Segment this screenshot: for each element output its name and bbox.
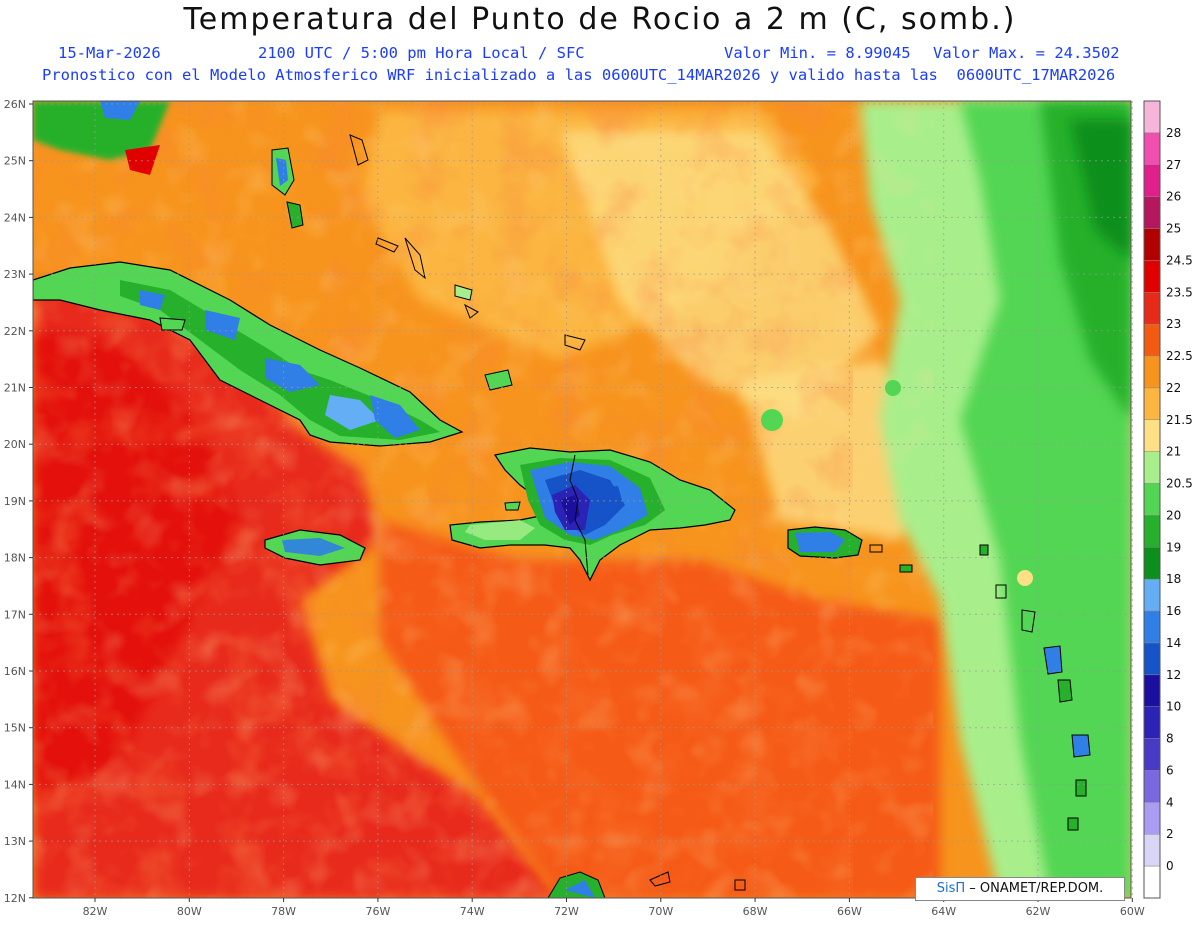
- lon-label: 68W: [743, 905, 768, 918]
- credit-box: SisΠ – ONAMET/REP.DOM.: [915, 877, 1125, 901]
- lat-label: 21N: [4, 382, 26, 395]
- graticule: [33, 101, 1133, 899]
- colorbar-swatch: [1143, 738, 1161, 771]
- colorbar-swatch: [1143, 578, 1161, 612]
- colorbar-label: 27: [1166, 158, 1181, 172]
- colorbar-label: 8: [1166, 732, 1174, 746]
- colorbar-swatch: [1143, 483, 1161, 516]
- lat-label: 15N: [4, 722, 26, 735]
- colorbar-label: 21: [1166, 445, 1181, 459]
- colorbar-label: 26: [1166, 190, 1181, 204]
- lat-label: 24N: [4, 211, 26, 224]
- colorbar-swatch: [1143, 547, 1161, 580]
- lat-label: 26N: [4, 98, 26, 111]
- colorbar-label: 25: [1166, 222, 1181, 236]
- colorbar-swatch: [1143, 164, 1161, 197]
- lon-label: 80W: [177, 905, 202, 918]
- colorbar-swatch: [1143, 706, 1161, 739]
- colorbar-label: 0: [1166, 859, 1174, 873]
- colorbar-swatch: [1143, 292, 1161, 325]
- lat-label: 17N: [4, 608, 26, 621]
- credit-brand: SisΠ: [936, 881, 966, 896]
- colorbar-label: 23: [1166, 317, 1181, 331]
- lat-label: 14N: [4, 778, 26, 791]
- colorbar-swatch: [1143, 674, 1161, 707]
- colorbar-label: 28: [1166, 126, 1181, 140]
- lon-label: 64W: [931, 905, 956, 918]
- lon-label: 78W: [271, 905, 296, 918]
- colorbar-label: 4: [1166, 795, 1174, 809]
- lat-label: 23N: [4, 268, 26, 281]
- lon-label: 76W: [365, 905, 390, 918]
- colorbar-swatch: [1143, 387, 1161, 421]
- colorbar-swatch: [1143, 355, 1161, 389]
- colorbar-label: 20: [1166, 508, 1181, 522]
- colorbar-label: 22.5: [1166, 349, 1193, 363]
- colorbar-swatch: [1143, 132, 1161, 166]
- colorbar-swatch: [1143, 196, 1161, 229]
- colorbar-swatch: [1143, 451, 1161, 484]
- lat-label: 20N: [4, 438, 26, 451]
- lat-label: 18N: [4, 552, 26, 565]
- lon-label: 70W: [648, 905, 673, 918]
- lat-label: 12N: [4, 892, 26, 905]
- lon-label: 62W: [1026, 905, 1051, 918]
- field-layer: [33, 101, 1131, 898]
- longitude-labels: 82W 80W 78W 76W 74W 72W 70W 68W 66W 64W 62W 60W: [83, 898, 1145, 918]
- colorbar-label: 21.5: [1166, 413, 1193, 427]
- model-info: Pronostico con el Modelo Atmosferico WRF…: [42, 66, 1116, 84]
- colorbar-label: 10: [1166, 700, 1181, 714]
- colorbar-swatch: [1143, 770, 1161, 803]
- colorbar-swatch: [1143, 419, 1161, 452]
- colorbar-swatch: [1143, 802, 1161, 835]
- colorbar-swatch: [1143, 610, 1161, 644]
- colorbar-label: 2: [1166, 827, 1174, 841]
- lon-label: 60W: [1120, 905, 1145, 918]
- colorbar-swatch: [1143, 228, 1161, 261]
- colorbar-swatch: [1143, 642, 1161, 676]
- colorbar-label: 6: [1166, 763, 1174, 777]
- lat-label: 16N: [4, 665, 26, 678]
- colorbar-label: 22: [1166, 381, 1181, 395]
- lat-label: 13N: [4, 835, 26, 848]
- forecast-date: 15-Mar-2026: [58, 44, 161, 62]
- colorbar-label: 24.5: [1166, 253, 1193, 267]
- colorbar-label: 18: [1166, 572, 1181, 586]
- latitude-labels: 26N 25N 24N 23N 22N 21N 20N 19N 18N 17N 16N 15N 14N 1…: [4, 98, 33, 905]
- colorbar-swatch: [1143, 833, 1161, 867]
- colorbar-swatch: [1143, 865, 1161, 899]
- min-value: Valor Min. = 8.99045: [724, 44, 911, 62]
- colorbar-label: 16: [1166, 604, 1181, 618]
- forecast-time: 2100 UTC / 5:00 pm Hora Local / SFC: [258, 44, 585, 62]
- lon-label: 74W: [460, 905, 485, 918]
- colorbar: 2827262524.523.52322.52221.52120.5201918…: [1143, 100, 1193, 899]
- colorbar-label: 19: [1166, 540, 1181, 554]
- lon-label: 72W: [554, 905, 579, 918]
- max-value: Valor Max. = 24.3502: [933, 44, 1120, 62]
- colorbar-label: 20.5: [1166, 477, 1193, 491]
- colorbar-label: 14: [1166, 636, 1181, 650]
- lat-label: 19N: [4, 495, 26, 508]
- colorbar-swatch: [1143, 100, 1161, 134]
- lat-label: 22N: [4, 325, 26, 338]
- colorbar-label: 23.5: [1166, 285, 1193, 299]
- colorbar-swatch: [1143, 515, 1161, 548]
- colorbar-swatch: [1143, 323, 1161, 357]
- map-title: Temperatura del Punto de Rocio a 2 m (C,…: [183, 2, 1017, 37]
- lon-label: 82W: [83, 905, 108, 918]
- colorbar-swatch: [1143, 260, 1161, 293]
- lat-label: 25N: [4, 155, 26, 168]
- map-frame: [32, 100, 1132, 899]
- colorbar-label: 12: [1166, 668, 1181, 682]
- credit-text: – ONAMET/REP.DOM.: [965, 881, 1104, 896]
- lon-label: 66W: [837, 905, 862, 918]
